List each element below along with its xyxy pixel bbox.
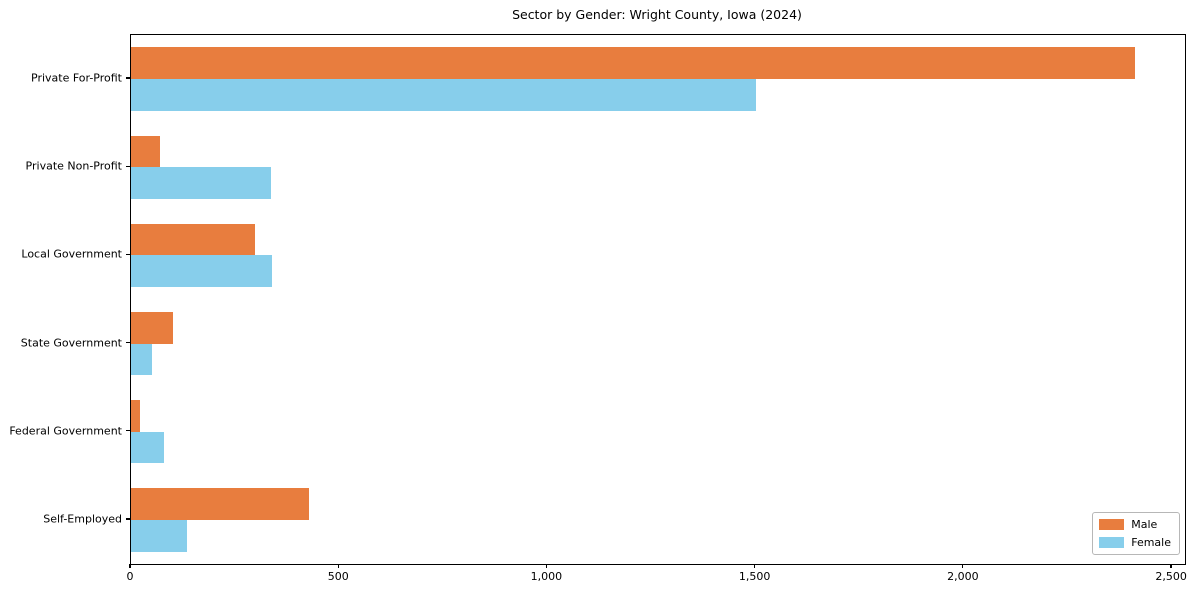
x-tick-mark bbox=[129, 564, 131, 568]
plot-area: Male Female bbox=[130, 34, 1186, 565]
x-tick-label: 1,500 bbox=[738, 570, 771, 583]
y-tick-mark bbox=[126, 341, 130, 344]
chart-title: Sector by Gender: Wright County, Iowa (2… bbox=[512, 7, 802, 22]
bar-female bbox=[131, 79, 756, 111]
x-tick-label: 2,000 bbox=[947, 570, 979, 583]
bar-male bbox=[131, 400, 140, 432]
y-tick-mark bbox=[126, 253, 130, 255]
legend-swatch-male bbox=[1099, 519, 1125, 530]
bar-male bbox=[131, 223, 256, 256]
bar-male bbox=[131, 47, 1135, 80]
bar-female bbox=[131, 343, 152, 376]
y-tick-label: Private For-Profit bbox=[31, 71, 122, 85]
bar-male bbox=[131, 488, 310, 520]
y-tick-label: State Government bbox=[20, 336, 122, 350]
x-tick-label: 500 bbox=[327, 570, 349, 583]
bar-female bbox=[131, 167, 271, 199]
legend-entry-male: Male bbox=[1099, 518, 1171, 531]
y-tick-label: Local Government bbox=[21, 247, 122, 261]
y-tick-label: Private Non-Profit bbox=[25, 159, 122, 173]
x-tick-label: 1,000 bbox=[530, 570, 563, 583]
bar-male bbox=[131, 135, 161, 168]
x-tick-mark bbox=[1170, 564, 1172, 568]
y-tick-label: Federal Government bbox=[9, 424, 122, 438]
x-tick-mark bbox=[337, 564, 339, 568]
legend-swatch-female bbox=[1099, 537, 1125, 548]
x-tick-mark bbox=[962, 564, 964, 568]
legend-entry-female: Female bbox=[1099, 536, 1171, 549]
y-tick-mark bbox=[126, 165, 130, 167]
y-tick-mark bbox=[126, 77, 130, 79]
legend-label: Male bbox=[1131, 518, 1158, 531]
bar-female bbox=[131, 519, 187, 552]
bar-female bbox=[131, 431, 165, 464]
x-tick-mark bbox=[754, 564, 756, 568]
legend-label: Female bbox=[1131, 536, 1171, 549]
legend: Male Female bbox=[1092, 512, 1180, 555]
y-tick-mark bbox=[126, 430, 130, 432]
bar-female bbox=[131, 255, 272, 288]
y-tick-mark bbox=[126, 518, 130, 520]
y-tick-label: Self-Employed bbox=[43, 512, 122, 526]
x-tick-label: 0 bbox=[126, 570, 134, 583]
bar-male bbox=[131, 311, 174, 344]
x-tick-label: 2,500 bbox=[1155, 570, 1187, 583]
x-tick-mark bbox=[545, 564, 548, 568]
